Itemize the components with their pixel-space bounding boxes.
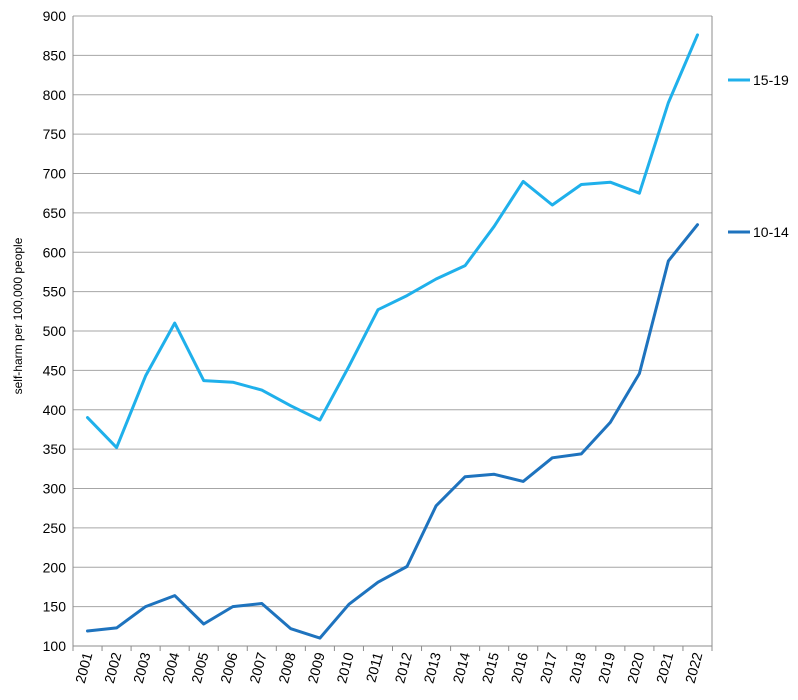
data-point bbox=[173, 321, 176, 325]
data-point bbox=[260, 602, 263, 605]
data-point bbox=[86, 416, 89, 419]
data-point bbox=[289, 404, 293, 408]
y-tick-label: 850 bbox=[43, 47, 67, 63]
data-point bbox=[347, 603, 351, 606]
y-tick-label: 200 bbox=[43, 559, 67, 575]
data-point bbox=[144, 374, 147, 378]
x-tick-label: 2014 bbox=[449, 650, 473, 684]
y-tick-label: 400 bbox=[43, 402, 67, 418]
x-tick-label: 2005 bbox=[188, 650, 212, 684]
series-line-10-14 bbox=[86, 223, 699, 640]
data-point bbox=[696, 223, 699, 226]
x-tick-label: 2019 bbox=[595, 650, 619, 684]
x-tick-label: 2003 bbox=[130, 650, 154, 684]
x-tick-label: 2007 bbox=[246, 650, 270, 684]
data-point bbox=[667, 101, 670, 104]
data-point bbox=[638, 191, 641, 195]
x-tick-label: 2009 bbox=[304, 650, 328, 684]
data-point bbox=[609, 180, 612, 184]
data-point bbox=[638, 372, 641, 375]
x-tick-label: 2004 bbox=[159, 650, 183, 684]
data-point bbox=[463, 264, 467, 267]
gridlines bbox=[73, 15, 712, 647]
data-point bbox=[202, 379, 205, 382]
data-point bbox=[609, 421, 612, 424]
data-point bbox=[318, 636, 322, 640]
y-tick-label: 250 bbox=[43, 520, 67, 536]
data-point bbox=[580, 183, 583, 186]
x-tick-label: 2012 bbox=[391, 650, 415, 684]
data-point bbox=[405, 294, 409, 297]
x-tick-label: 2006 bbox=[217, 650, 241, 684]
data-point bbox=[667, 259, 670, 263]
y-tick-label: 900 bbox=[43, 8, 67, 24]
x-axis: 2001 2002 2003 2004 2005 2006 2007 2008 2009 2010… bbox=[72, 645, 713, 685]
series-line-15-19 bbox=[86, 33, 699, 450]
y-axis: 100 150 200 250 300 350 400 450 500 550 600 650 700 7… bbox=[43, 8, 713, 654]
data-point bbox=[173, 594, 176, 597]
data-point bbox=[696, 33, 699, 37]
data-point bbox=[522, 480, 525, 483]
x-tick-label: 2018 bbox=[566, 650, 590, 684]
y-tick-label: 100 bbox=[43, 638, 67, 654]
data-point bbox=[434, 504, 438, 508]
y-tick-label: 550 bbox=[43, 284, 67, 300]
data-point bbox=[115, 446, 118, 449]
y-tick-label: 500 bbox=[43, 323, 67, 339]
legend-label: 15-19 bbox=[753, 72, 789, 88]
data-point bbox=[289, 627, 293, 630]
x-tick-label: 2020 bbox=[624, 650, 648, 684]
data-point bbox=[202, 622, 205, 626]
y-tick-label: 450 bbox=[43, 362, 67, 378]
x-tick-label: 2013 bbox=[420, 650, 444, 684]
data-point bbox=[405, 565, 409, 568]
data-point bbox=[376, 581, 380, 584]
data-point bbox=[551, 456, 554, 459]
series-lines bbox=[86, 33, 699, 640]
data-point bbox=[492, 225, 496, 228]
y-tick-label: 600 bbox=[43, 244, 67, 260]
data-point bbox=[144, 605, 147, 608]
x-tick-label: 2016 bbox=[508, 650, 532, 684]
data-point bbox=[231, 380, 234, 384]
data-point bbox=[376, 308, 380, 311]
x-tick-label: 2017 bbox=[537, 650, 561, 684]
data-point bbox=[551, 203, 554, 207]
data-point bbox=[434, 277, 438, 281]
y-tick-label: 700 bbox=[43, 166, 67, 182]
data-point bbox=[347, 365, 351, 368]
y-axis-title: self-harm per 100,000 people bbox=[11, 237, 25, 394]
data-point bbox=[318, 418, 322, 422]
legend: 15-19 10-14 bbox=[728, 72, 789, 240]
data-point bbox=[492, 473, 496, 476]
legend-label: 10-14 bbox=[753, 224, 789, 240]
x-tick-label: 2002 bbox=[101, 650, 125, 684]
y-tick-label: 750 bbox=[43, 126, 67, 142]
x-tick-label: 2015 bbox=[479, 650, 503, 684]
x-tick-label: 2001 bbox=[72, 650, 96, 684]
data-point bbox=[463, 475, 467, 478]
y-tick-label: 650 bbox=[43, 205, 67, 221]
x-tick-label: 2021 bbox=[653, 650, 677, 684]
data-point bbox=[115, 626, 118, 630]
y-tick-label: 350 bbox=[43, 441, 67, 457]
data-point bbox=[580, 452, 583, 456]
data-point bbox=[231, 605, 234, 608]
y-tick-label: 300 bbox=[43, 481, 67, 497]
x-tick-label: 2022 bbox=[682, 650, 706, 684]
y-tick-label: 150 bbox=[43, 599, 67, 615]
x-tick-label: 2008 bbox=[275, 650, 299, 684]
x-tick-label: 2011 bbox=[363, 650, 386, 683]
y-tick-label: 800 bbox=[43, 87, 67, 103]
x-tick-label: 2010 bbox=[333, 650, 357, 684]
data-point bbox=[260, 388, 263, 392]
data-point bbox=[522, 180, 525, 183]
data-point bbox=[86, 629, 89, 633]
